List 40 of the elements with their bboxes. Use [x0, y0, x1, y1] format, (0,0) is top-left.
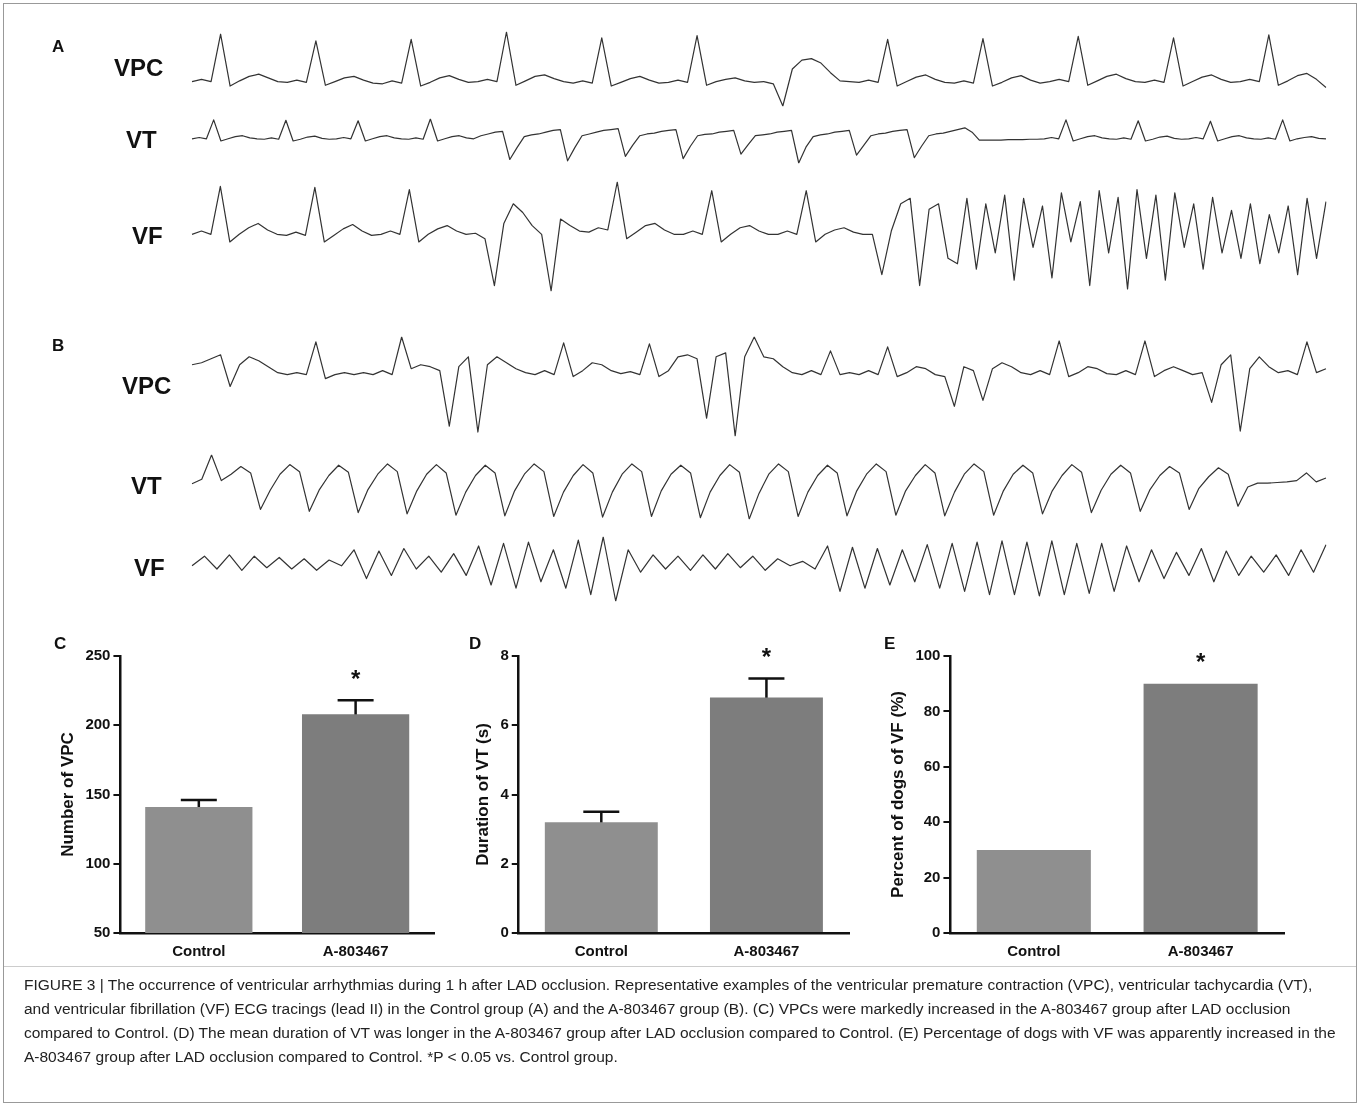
x-tick-label: Control	[574, 942, 628, 960]
y-tick-label: 100	[85, 853, 111, 871]
annotation: *	[350, 664, 361, 692]
y-axis-title: Duration of VT (s)	[472, 723, 492, 866]
y-tick-label: 0	[500, 923, 509, 941]
y-tick-label: 80	[923, 701, 941, 719]
y-tick-label: 60	[923, 756, 941, 774]
annotation: *	[1195, 648, 1206, 676]
y-tick-label: 150	[85, 784, 111, 802]
y-tick-label: 200	[85, 715, 111, 733]
x-tick-label: A-803467	[322, 942, 389, 960]
y-tick-label: 50	[93, 923, 111, 941]
text: B	[52, 336, 65, 356]
annotation: *	[761, 643, 772, 671]
chart-title: VT	[126, 126, 157, 154]
y-tick-label: 4	[500, 784, 510, 802]
text: A	[52, 37, 65, 57]
y-tick-label: 20	[923, 867, 941, 885]
text: VF	[134, 554, 165, 582]
x-tick-label: A-803467	[1167, 942, 1234, 960]
y-tick-label: 250	[85, 646, 111, 664]
y-tick-label: 8	[500, 646, 509, 664]
text: VF	[132, 221, 163, 250]
text: D	[469, 634, 482, 654]
y-tick-label: 6	[500, 715, 509, 733]
y-axis-title: Percent of dogs of VF (%)	[887, 691, 907, 898]
y-tick-label: 0	[932, 923, 941, 941]
text: VPC	[122, 371, 172, 400]
caption: FIGURE 3 | The occurrence of ventricular arrhythmias during 1 h after LAD occlusion. Representative examples of the ventricular premature contraction (VPC), ventricular tachycardia (VT), and ventricular fibrillation (VF) ECG tracings (lead II) in the Control group (A) and the A-803467 group (B). (C) VPCs were markedly increased in the A-803467 group after LAD occlusion compared to Control. (D) The mean duration of VT was longer in the A-803467 group after LAD occlusion compared to Control. (E) Percentage of dogs with VF was apparently increased in the A-803467 group after LAD occlusion compared to Control. *P < 0.05 vs. Control group.	[4, 966, 1356, 1075]
x-tick-label: Control	[172, 942, 226, 960]
y-axis-title: Number of VPC	[57, 732, 77, 857]
text: C	[54, 634, 67, 654]
y-tick-label: 100	[915, 646, 941, 664]
x-tick-label: A-803467	[733, 942, 800, 960]
text: E	[884, 634, 896, 654]
text: VT	[131, 472, 162, 500]
text: VPC	[114, 54, 164, 82]
x-tick-label: Control	[1007, 942, 1061, 960]
y-tick-label: 2	[500, 853, 509, 871]
y-tick-label: 40	[923, 812, 941, 830]
